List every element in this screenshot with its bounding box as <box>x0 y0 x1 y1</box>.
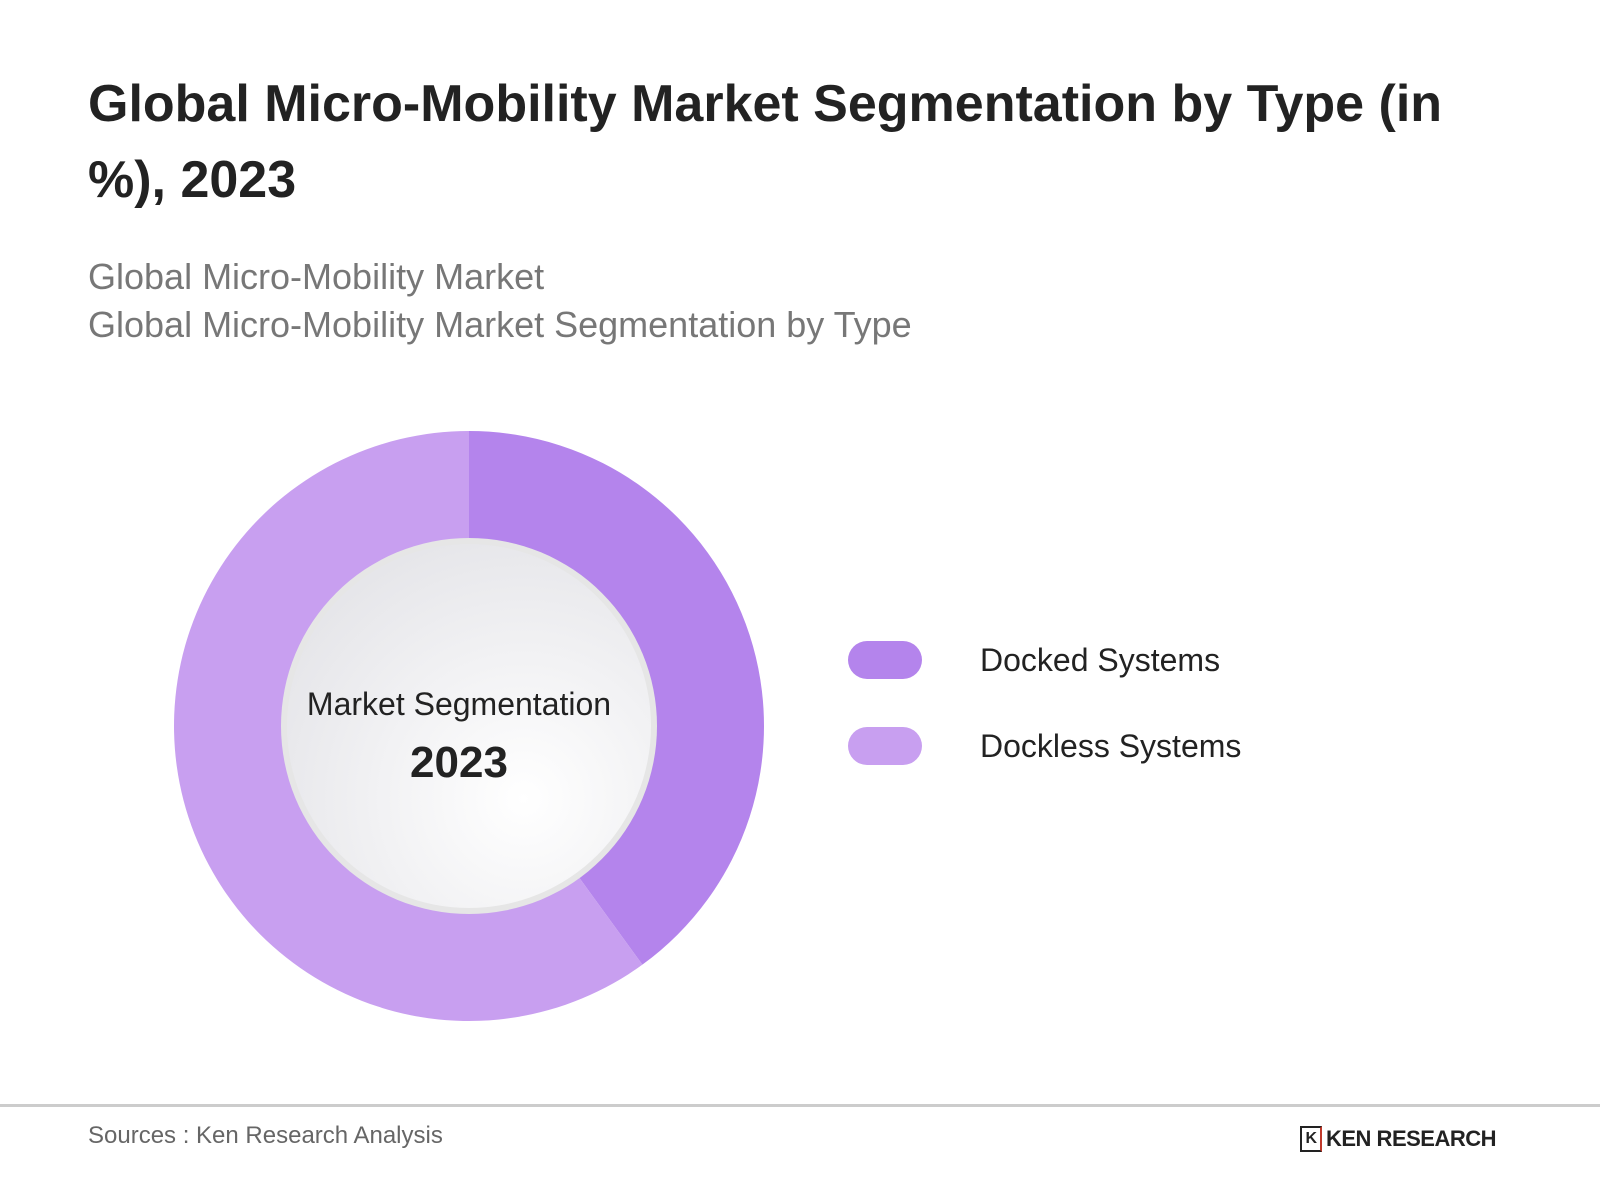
legend-swatch <box>848 727 922 765</box>
center-label: Market Segmentation <box>306 686 612 722</box>
ken-research-logo: K KEN RESEARCH <box>1300 1126 1497 1152</box>
logo-k-icon: K <box>1300 1126 1322 1152</box>
legend-label: Dockless Systems <box>980 727 1242 764</box>
footer-divider <box>0 1104 1600 1107</box>
slice-dockless-systems <box>174 431 643 1021</box>
logo-text: KEN RESEARCH <box>1326 1126 1497 1151</box>
legend-label: Docked Systems <box>980 641 1221 678</box>
subtitle-segmentation: Global Micro-Mobility Market Segmentatio… <box>88 304 912 345</box>
legend-swatch <box>848 641 922 679</box>
center-year: 2023 <box>410 738 508 787</box>
chart-title: Global Micro-Mobility Market Segmentatio… <box>88 75 1443 209</box>
source-note: Sources : Ken Research Analysis <box>88 1122 443 1149</box>
subtitle-market: Global Micro-Mobility Market <box>88 256 545 297</box>
legend-item-docked: Docked Systems <box>848 641 1220 679</box>
donut-hole <box>287 544 651 908</box>
slice-docked-systems <box>469 431 765 965</box>
legend-item-dockless: Dockless Systems <box>848 727 1241 765</box>
